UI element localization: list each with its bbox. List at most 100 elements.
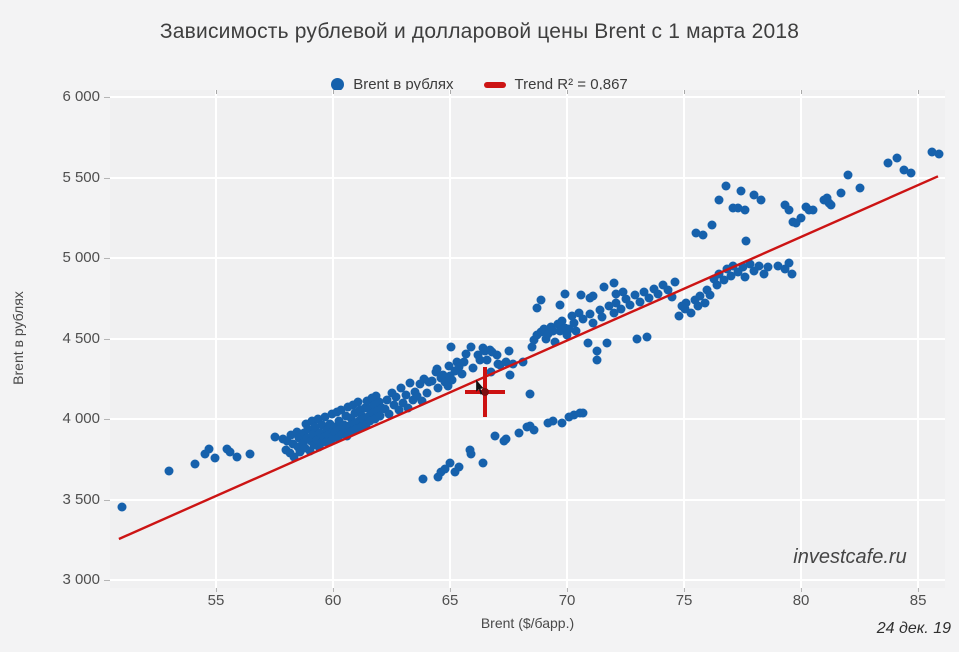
data-point[interactable] xyxy=(588,318,598,327)
data-point[interactable] xyxy=(466,342,476,352)
data-point[interactable] xyxy=(934,149,944,159)
trend-line xyxy=(118,175,939,541)
data-point[interactable] xyxy=(117,502,127,512)
data-point[interactable] xyxy=(560,289,570,299)
data-point[interactable] xyxy=(490,431,499,441)
axis-tick-mark xyxy=(333,90,335,94)
data-point[interactable] xyxy=(210,453,220,463)
data-point[interactable] xyxy=(635,297,645,307)
data-point[interactable] xyxy=(548,416,558,426)
data-point[interactable] xyxy=(505,370,515,380)
data-point[interactable] xyxy=(454,462,464,472)
data-point[interactable] xyxy=(466,449,476,459)
blue-point-icon xyxy=(331,78,345,91)
data-point[interactable] xyxy=(705,290,715,300)
data-point[interactable] xyxy=(740,205,750,215)
data-point[interactable] xyxy=(492,350,502,360)
data-point[interactable] xyxy=(204,444,214,454)
data-point[interactable] xyxy=(883,158,893,168)
axis-tick-mark xyxy=(104,579,110,581)
data-point[interactable] xyxy=(447,375,457,385)
data-point[interactable] xyxy=(550,337,560,347)
data-point[interactable] xyxy=(653,289,663,299)
data-point[interactable] xyxy=(899,165,909,175)
data-point[interactable] xyxy=(164,466,174,476)
y-tick-label: 3 000 xyxy=(62,570,100,588)
data-point[interactable] xyxy=(245,449,255,459)
data-point[interactable] xyxy=(478,458,488,468)
data-point[interactable] xyxy=(571,326,581,336)
data-point[interactable] xyxy=(670,277,680,287)
data-point[interactable] xyxy=(446,342,456,352)
data-point[interactable] xyxy=(906,168,916,178)
data-point[interactable] xyxy=(514,428,524,438)
data-point[interactable] xyxy=(625,300,635,310)
data-point[interactable] xyxy=(632,334,642,344)
data-point[interactable] xyxy=(232,452,242,462)
data-point[interactable] xyxy=(836,188,846,198)
data-point[interactable] xyxy=(826,200,836,210)
data-point[interactable] xyxy=(855,183,865,193)
data-point[interactable] xyxy=(667,292,677,302)
data-point[interactable] xyxy=(576,290,586,300)
data-point[interactable] xyxy=(405,378,415,388)
data-point[interactable] xyxy=(763,262,773,272)
data-point[interactable] xyxy=(741,236,751,246)
data-point[interactable] xyxy=(468,363,478,373)
data-point[interactable] xyxy=(927,147,937,157)
data-point[interactable] xyxy=(418,474,428,484)
data-point[interactable] xyxy=(529,425,539,435)
data-point[interactable] xyxy=(602,338,612,348)
data-point[interactable] xyxy=(592,355,602,365)
data-point[interactable] xyxy=(578,408,588,418)
data-point[interactable] xyxy=(486,367,496,377)
data-point[interactable] xyxy=(599,282,609,292)
data-point[interactable] xyxy=(403,403,413,413)
data-point[interactable] xyxy=(721,181,731,191)
data-point[interactable] xyxy=(707,220,717,230)
data-point[interactable] xyxy=(616,304,626,314)
data-point[interactable] xyxy=(422,388,432,397)
data-point[interactable] xyxy=(417,396,427,406)
data-point[interactable] xyxy=(700,298,710,308)
data-point[interactable] xyxy=(784,205,794,215)
data-point[interactable] xyxy=(592,346,602,356)
data-point[interactable] xyxy=(756,195,766,205)
data-point[interactable] xyxy=(588,291,598,301)
data-point[interactable] xyxy=(445,458,455,468)
data-point[interactable] xyxy=(808,205,818,215)
data-point[interactable] xyxy=(843,170,853,180)
data-point[interactable] xyxy=(518,357,528,367)
data-point[interactable] xyxy=(459,357,469,367)
data-point[interactable] xyxy=(784,258,794,268)
data-point[interactable] xyxy=(457,369,467,379)
mouse-cursor-icon xyxy=(476,379,484,395)
data-point[interactable] xyxy=(644,293,654,303)
data-point[interactable] xyxy=(796,213,806,223)
data-point[interactable] xyxy=(190,459,200,469)
data-point[interactable] xyxy=(555,300,565,310)
data-point[interactable] xyxy=(532,303,542,313)
data-point[interactable] xyxy=(508,359,518,369)
data-point[interactable] xyxy=(787,269,797,279)
data-point[interactable] xyxy=(536,295,546,305)
data-point[interactable] xyxy=(642,332,652,342)
data-point[interactable] xyxy=(740,272,750,282)
plot-area[interactable] xyxy=(104,90,945,592)
data-point[interactable] xyxy=(501,434,511,444)
data-point[interactable] xyxy=(504,346,514,355)
data-point[interactable] xyxy=(609,278,619,288)
gridline xyxy=(110,257,945,260)
data-point[interactable] xyxy=(892,153,902,163)
data-point[interactable] xyxy=(583,338,593,348)
data-point[interactable] xyxy=(384,409,394,419)
chart-title: Зависимость рублевой и долларовой цены B… xyxy=(159,20,800,43)
axis-tick-mark xyxy=(216,588,217,592)
data-point[interactable] xyxy=(597,312,607,322)
data-point[interactable] xyxy=(686,308,696,318)
data-point[interactable] xyxy=(698,230,708,240)
data-point[interactable] xyxy=(714,195,724,205)
gridline xyxy=(110,176,945,179)
data-point[interactable] xyxy=(525,389,535,399)
data-point[interactable] xyxy=(736,186,746,196)
